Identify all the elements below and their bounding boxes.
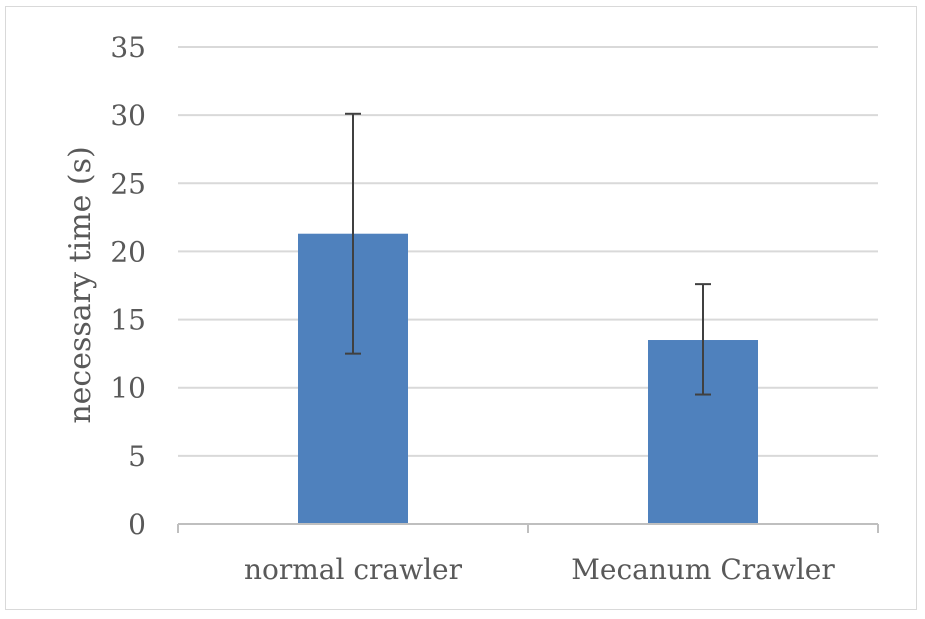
y-tick-label: 0 — [128, 508, 146, 541]
y-tick-labels: 0 5 10 15 20 25 30 35 — [110, 31, 146, 541]
category-label: Mecanum Crawler — [571, 553, 835, 586]
error-bars — [345, 112, 711, 396]
y-tick-label: 5 — [128, 440, 146, 473]
y-tick-label: 15 — [110, 304, 146, 337]
y-tick-label: 30 — [110, 99, 146, 132]
bars — [298, 233, 758, 524]
gridlines — [178, 46, 878, 457]
chart-frame — [5, 6, 917, 610]
y-tick-label: 35 — [110, 31, 146, 64]
x-axis — [177, 523, 879, 533]
y-tick-label: 25 — [110, 167, 146, 200]
category-label: normal crawler — [244, 553, 463, 586]
y-tick-label: 10 — [110, 372, 146, 405]
y-tick-label: 20 — [110, 235, 146, 268]
y-axis-title: necessary time (s) — [63, 146, 98, 423]
category-labels: normal crawler Mecanum Crawler — [244, 553, 835, 586]
